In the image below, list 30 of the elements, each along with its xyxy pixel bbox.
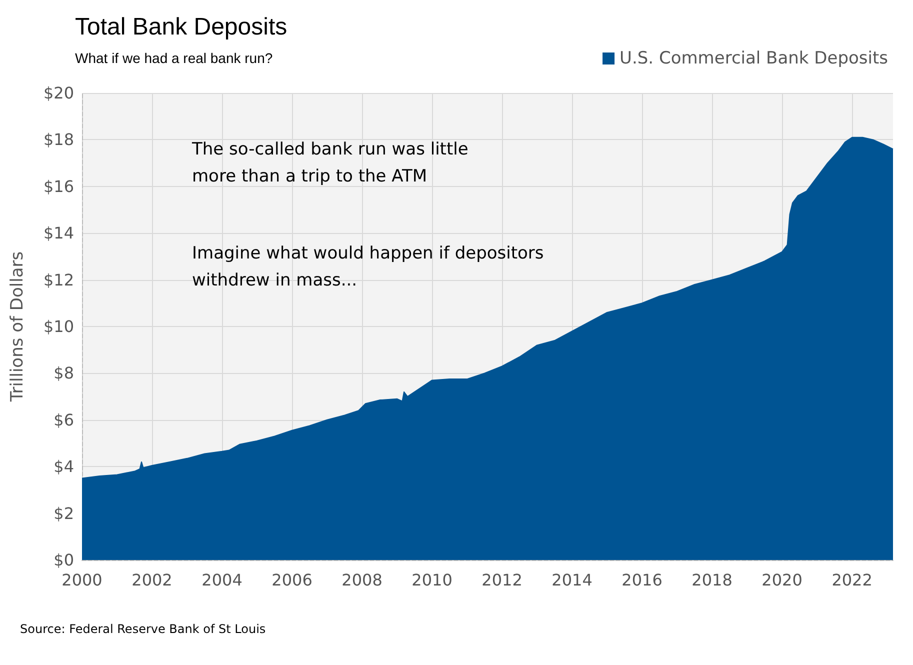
y-tick-label: $16 — [43, 176, 74, 196]
y-tick-label: $2 — [54, 504, 74, 523]
x-tick-label: 2014 — [552, 570, 592, 590]
annotation: Imagine what would happen if depositors withdrew in mass... — [192, 244, 544, 290]
x-tick-label: 2020 — [762, 570, 802, 590]
x-tick-label: 2004 — [202, 570, 242, 590]
source-note: Source: Federal Reserve Bank of St Louis — [20, 622, 266, 636]
y-tick-label: $4 — [54, 457, 74, 476]
x-tick-label: 2022 — [832, 570, 872, 590]
annotation: The so-called bank run was little more than a trip to the ATM — [191, 140, 468, 186]
x-tick-label: 2016 — [622, 570, 662, 590]
x-tick-label: 2018 — [692, 570, 732, 590]
x-tick-label: 2000 — [62, 570, 102, 590]
y-tick-label: $14 — [43, 224, 74, 243]
chart-title: Total Bank Deposits — [75, 14, 288, 40]
x-tick-label: 2008 — [342, 570, 382, 590]
y-tick-label: $20 — [43, 84, 74, 102]
y-tick-label: $10 — [43, 317, 74, 336]
x-tick-label: 2012 — [482, 570, 522, 590]
y-tick-label: $18 — [43, 130, 74, 150]
x-tick-label: 2010 — [412, 570, 452, 590]
legend-label: U.S. Commercial Bank Deposits — [620, 48, 888, 68]
y-tick-label: $12 — [43, 270, 74, 290]
y-tick-label: $8 — [54, 364, 74, 383]
y-tick-label: $0 — [54, 550, 74, 570]
x-tick-label: 2002 — [132, 570, 172, 590]
x-tick-label: 2006 — [272, 570, 312, 590]
chart-subtitle: What if we had a real bank run? — [75, 50, 273, 66]
y-axis-title: Trillions of Dollars — [8, 251, 28, 403]
y-tick-label: $6 — [54, 410, 74, 430]
